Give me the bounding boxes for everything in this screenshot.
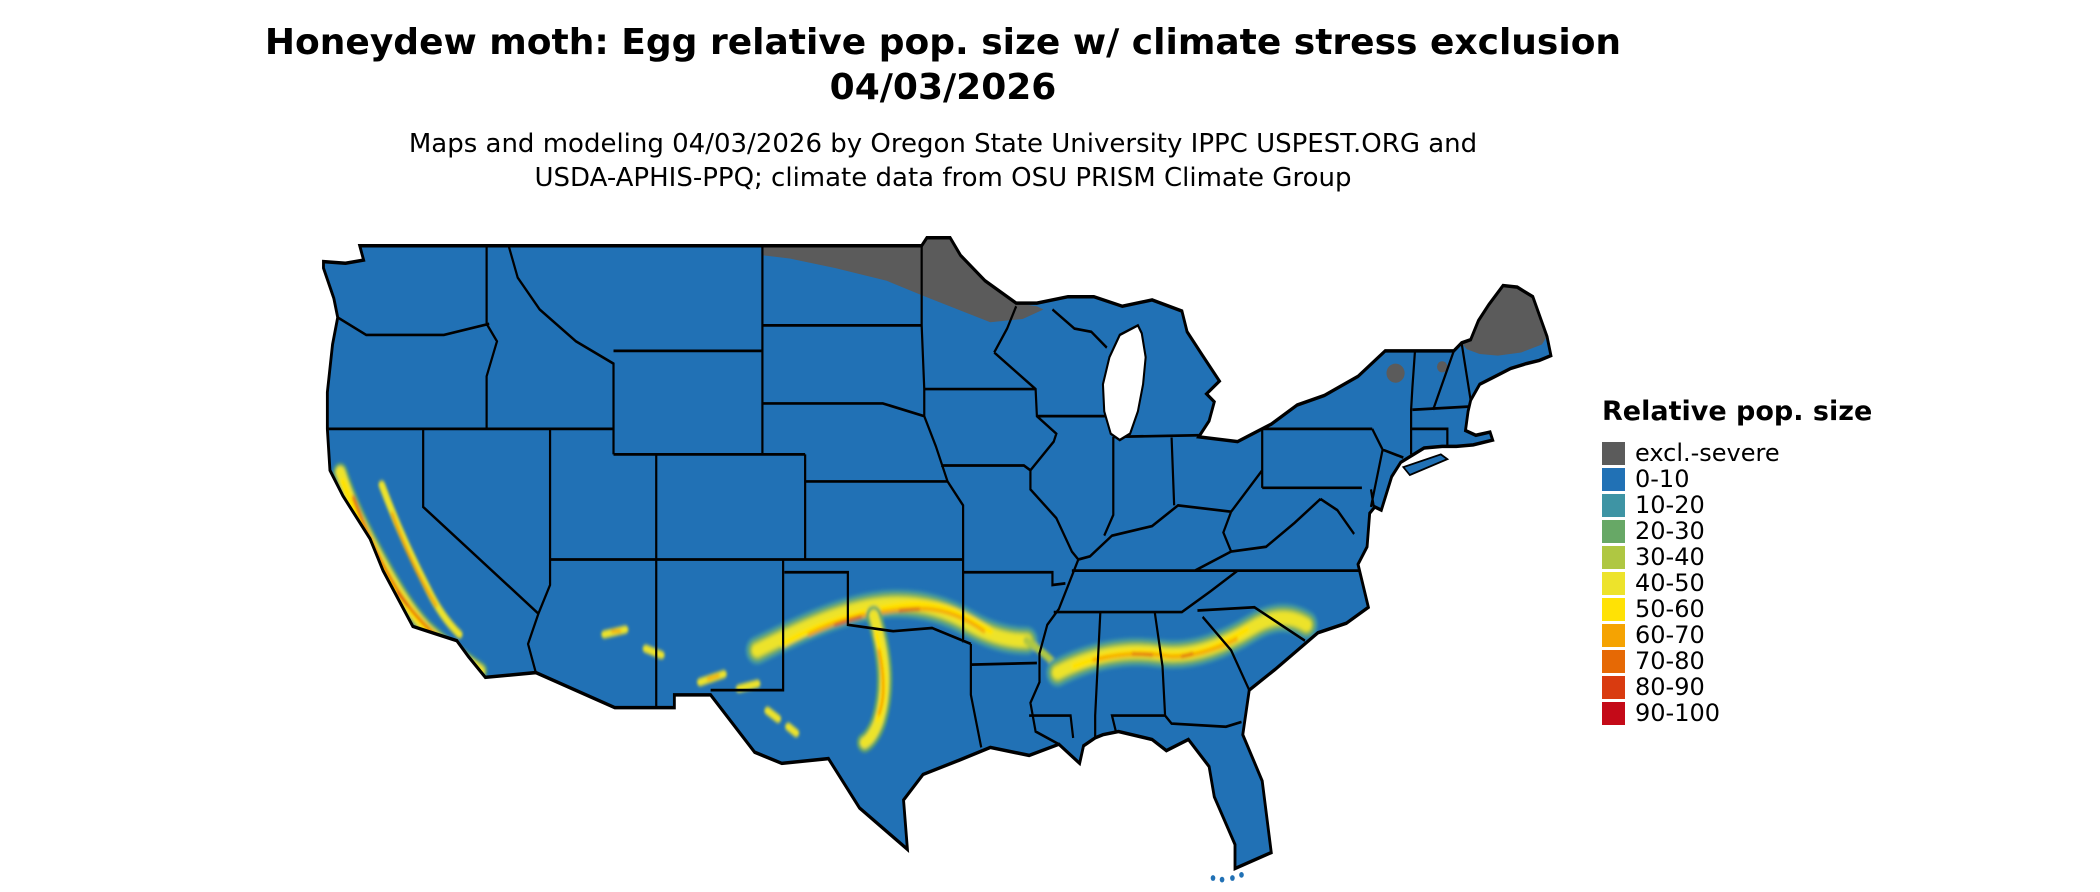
exclusion-region-north xyxy=(762,237,1044,323)
legend-label: 20-30 xyxy=(1635,517,1705,545)
legend-item: 70-80 xyxy=(1602,647,1872,675)
legend-item: excl.-severe xyxy=(1602,439,1872,467)
title-block: Honeydew moth: Egg relative pop. size w/… xyxy=(0,20,1886,196)
pop-band-california-foothills-yellow xyxy=(378,480,463,639)
legend: Relative pop. size excl.-severe 0-10 10-20… xyxy=(1602,396,1873,727)
pop-band-south-bright xyxy=(780,600,994,648)
exclusion-region-maine xyxy=(1461,285,1548,356)
pop-band-texas-orange xyxy=(877,648,885,716)
florida-key-dot xyxy=(1210,875,1216,881)
subtitle-block: Maps and modeling 04/03/2026 by Oregon S… xyxy=(0,128,1886,196)
map-subtitle-line2: USDA-APHIS-PPQ; climate data from OSU PR… xyxy=(534,162,1352,193)
map-title-line1: Honeydew moth: Egg relative pop. size w/… xyxy=(264,22,1622,63)
pop-band-south-orange xyxy=(807,606,986,637)
legend-swatch xyxy=(1602,571,1625,595)
legend-label: 10-20 xyxy=(1635,491,1705,519)
legend-label: excl.-severe xyxy=(1635,439,1780,467)
state-borders xyxy=(327,245,1472,748)
map-title-line2: 04/03/2026 xyxy=(829,67,1057,108)
legend-swatch xyxy=(1602,493,1625,517)
pop-band-southeast-orange xyxy=(1092,637,1238,662)
pop-band-california-foothills-orange xyxy=(390,511,438,608)
pop-band-southeast-red-specks xyxy=(1131,652,1194,658)
legend-swatch xyxy=(1602,441,1625,465)
legend-item: 80-90 xyxy=(1602,673,1872,701)
legend-item: 90-100 xyxy=(1602,699,1872,727)
pop-specks-az-nm-orange xyxy=(610,629,720,681)
legend-item: 0-10 xyxy=(1602,465,1872,493)
long-island xyxy=(1401,453,1450,477)
legend-swatch xyxy=(1602,597,1625,621)
legend-label: 90-100 xyxy=(1635,699,1721,727)
legend-label: 60-70 xyxy=(1635,621,1705,649)
legend-label: 30-40 xyxy=(1635,543,1705,571)
florida-keys xyxy=(1210,871,1244,883)
legend-item: 50-60 xyxy=(1602,595,1872,623)
us-landmass xyxy=(323,237,1551,869)
legend-label: 40-50 xyxy=(1635,569,1705,597)
legend-item: 40-50 xyxy=(1602,569,1872,597)
legend-swatch xyxy=(1602,519,1625,543)
legend-item: 30-40 xyxy=(1602,543,1872,571)
legend-label: 80-90 xyxy=(1635,673,1705,701)
legend-swatch xyxy=(1602,545,1625,569)
legend-item: 10-20 xyxy=(1602,491,1872,519)
legend-label: 70-80 xyxy=(1635,647,1705,675)
florida-key-dot xyxy=(1239,871,1244,878)
legend-swatch xyxy=(1602,623,1625,647)
legend-title: Relative pop. size xyxy=(1602,396,1873,427)
exclusion-regions xyxy=(762,237,1548,383)
legend-item: 60-70 xyxy=(1602,621,1872,649)
legend-label: 50-60 xyxy=(1635,595,1705,623)
lake-michigan xyxy=(1101,323,1147,442)
exclusion-region-adirondacks xyxy=(1386,363,1405,383)
legend-swatch xyxy=(1602,649,1625,673)
florida-key-dot xyxy=(1219,876,1225,883)
legend-items: excl.-severe 0-10 10-20 20-30 30-40 40-50 50-6… xyxy=(1602,439,1872,727)
legend-label: 0-10 xyxy=(1635,465,1690,493)
legend-swatch xyxy=(1602,467,1625,491)
exclusion-region-white-mountains xyxy=(1436,361,1448,373)
legend-item: 20-30 xyxy=(1602,517,1872,545)
legend-swatch xyxy=(1602,675,1625,699)
population-bands xyxy=(333,463,1318,753)
us-population-map xyxy=(321,236,1553,883)
florida-key-dot xyxy=(1230,875,1235,881)
map-subtitle-line1: Maps and modeling 04/03/2026 by Oregon S… xyxy=(408,129,1478,159)
legend-swatch xyxy=(1602,701,1625,725)
